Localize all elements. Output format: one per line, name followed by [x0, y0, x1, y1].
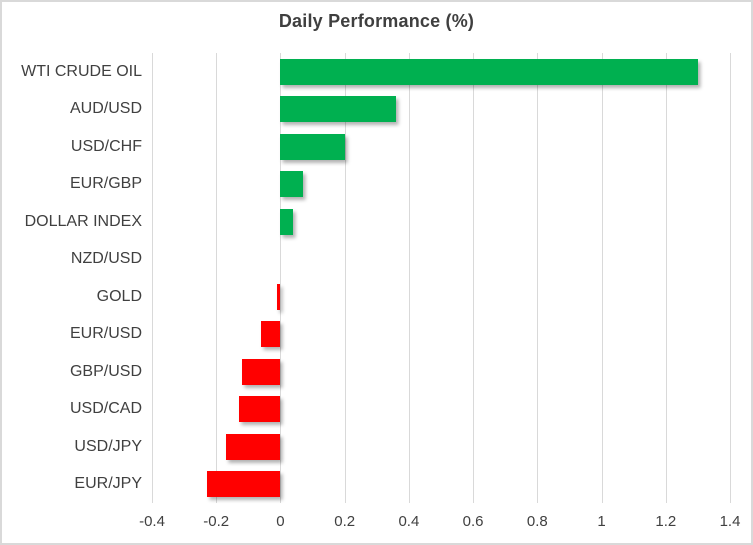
plot-area: [152, 53, 731, 503]
x-axis-tick-label: 0.8: [526, 513, 548, 530]
bar-gbp-usd: [241, 358, 281, 385]
x-axis-tick-label: 1.4: [719, 513, 741, 530]
x-axis-tick-label: -0.2: [203, 513, 230, 530]
category-label-usd-jpy: USD/JPY: [74, 437, 142, 455]
bar-eur-jpy: [206, 471, 281, 498]
category-label-dollar-index: DOLLAR INDEX: [24, 212, 142, 230]
gridline: [216, 53, 218, 503]
bar-gold: [277, 283, 281, 310]
gridline: [408, 53, 410, 503]
x-axis-tick-label: 1: [597, 513, 606, 530]
category-label-gold: GOLD: [96, 287, 142, 305]
chart-title: Daily Performance (%): [278, 11, 475, 31]
x-axis-tick-label: 0.2: [334, 513, 356, 530]
gridline: [537, 53, 539, 503]
x-axis-tick-label: 0: [276, 513, 285, 530]
bar-usd-cad: [238, 396, 281, 423]
category-label-usd-cad: USD/CAD: [69, 400, 142, 418]
gridline: [730, 53, 731, 503]
gridline: [344, 53, 346, 503]
category-label-nzd-usd: NZD/USD: [70, 250, 142, 268]
x-axis-tick-label: 1.2: [655, 513, 677, 530]
category-label-eur-usd: EUR/USD: [69, 325, 142, 343]
gridline: [473, 53, 475, 503]
gridline: [665, 53, 667, 503]
x-axis-tick-label: 0.6: [462, 513, 484, 530]
bar-eur-gbp: [280, 171, 303, 198]
bar-usd-chf: [280, 133, 345, 160]
bar-dollar-index: [280, 208, 294, 235]
x-axis-tick-label: -0.4: [139, 513, 165, 530]
category-label-aud-usd: AUD/USD: [69, 100, 142, 118]
category-label-gbp-usd: GBP/USD: [69, 362, 142, 380]
category-label-usd-chf: USD/CHF: [70, 137, 142, 155]
gridline: [280, 53, 282, 503]
x-axis-tick-label: 0.4: [398, 513, 420, 530]
bar-wti-crude-oil: [280, 58, 698, 85]
category-label-eur-gbp: EUR/GBP: [69, 175, 142, 193]
category-label-eur-jpy: EUR/JPY: [74, 475, 142, 493]
bar-usd-jpy: [225, 433, 281, 460]
bar-eur-usd: [261, 321, 281, 348]
gridline: [152, 53, 153, 503]
gridline: [601, 53, 603, 503]
bar-aud-usd: [280, 96, 396, 123]
category-label-wti-crude-oil: WTI CRUDE OIL: [21, 62, 142, 80]
